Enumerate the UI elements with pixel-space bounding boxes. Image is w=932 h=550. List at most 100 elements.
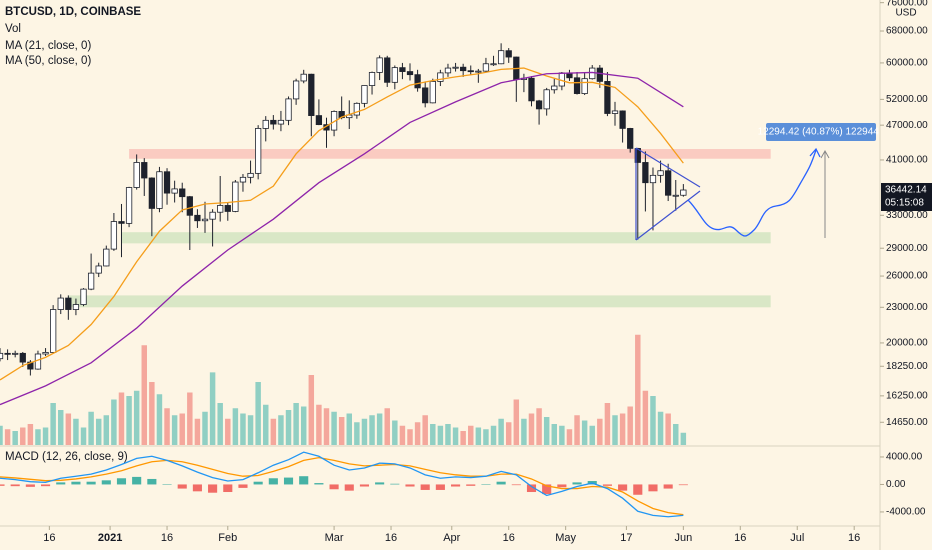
candle-body <box>171 188 178 194</box>
y-tick-label: 76000.00 <box>886 0 928 8</box>
volume-bar <box>194 418 201 445</box>
volume-bar <box>612 415 618 445</box>
candle-body <box>406 71 414 76</box>
candle-body <box>57 297 64 310</box>
candle-body <box>277 119 285 125</box>
volume-bar <box>407 429 413 445</box>
currency: USD <box>895 8 916 19</box>
volume-bar <box>635 334 641 445</box>
volume-bar <box>604 403 611 445</box>
volume-bar <box>247 415 254 445</box>
volume-bar <box>475 427 482 445</box>
candle-body <box>34 353 42 370</box>
candle-body <box>475 70 482 73</box>
histogram-bar <box>390 483 400 485</box>
y-tick-label: 33000.00 <box>886 210 928 221</box>
volume-bar <box>209 372 216 445</box>
candle-body <box>125 187 133 224</box>
triangle-lower <box>635 190 701 241</box>
volume-bar <box>369 415 375 445</box>
histogram-bar <box>177 484 187 489</box>
volume-bar <box>665 413 671 445</box>
x-tick-label: 16 <box>161 532 173 544</box>
y-tick-label: 41000.00 <box>886 155 928 166</box>
volume-bar <box>483 429 489 445</box>
candle-body <box>596 67 603 82</box>
x-tick-label: 16 <box>43 532 55 544</box>
volume-bar <box>680 432 687 445</box>
histogram-bar <box>268 478 278 485</box>
candle-body <box>444 67 452 74</box>
candle-body <box>201 218 209 222</box>
histogram-bar <box>420 484 430 490</box>
zones <box>68 149 771 308</box>
volume-bar <box>559 425 565 445</box>
volume-bar <box>232 408 239 445</box>
volume-bar <box>179 413 185 445</box>
histogram-bar <box>496 481 506 485</box>
volume-bar <box>657 411 664 445</box>
candle-body <box>65 297 72 310</box>
volume-bar <box>468 425 474 445</box>
candle-body <box>27 361 34 370</box>
volume-bar <box>597 418 603 445</box>
candle-body <box>672 194 679 197</box>
histogram-bar <box>283 477 294 485</box>
x-tick-label: 16 <box>848 532 860 544</box>
candle-body <box>156 171 163 209</box>
candle-body <box>604 81 611 114</box>
candle-body <box>422 87 429 104</box>
macd-y-tick-label: 4000.00 <box>886 452 923 463</box>
histogram-bar <box>511 484 521 486</box>
volume-bar <box>4 429 11 445</box>
volume-bar <box>255 382 261 445</box>
volume-bar <box>20 427 26 445</box>
volume-bar <box>460 431 466 445</box>
volume-bar <box>399 425 406 445</box>
volume-bar <box>133 390 140 445</box>
volume-bar <box>513 399 520 445</box>
last-price-box <box>881 183 932 212</box>
volume-bar <box>27 424 34 445</box>
y-tick-label: 16250.00 <box>886 390 928 401</box>
histogram-bar <box>648 484 658 492</box>
histogram-bar <box>435 484 445 490</box>
volume-bar <box>164 408 170 445</box>
y-tick-label: 18250.00 <box>886 361 928 372</box>
volume-bar <box>111 399 117 445</box>
histogram-bar <box>678 484 688 486</box>
candle-body <box>368 72 376 86</box>
volume-bar <box>521 418 527 445</box>
candle-body <box>19 352 26 363</box>
candle-body <box>4 352 11 355</box>
volume-bar <box>73 418 79 445</box>
x-tick-label: Jul <box>790 532 804 544</box>
histogram-bar <box>633 484 643 495</box>
histogram-bar <box>618 484 628 491</box>
candle-body <box>627 128 634 149</box>
y-tick-label: 23000.00 <box>886 302 928 313</box>
candle-body <box>103 248 110 267</box>
x-tick-label: 17 <box>620 532 632 544</box>
candle-body <box>573 77 581 94</box>
histogram-bar <box>86 481 96 485</box>
candle-body <box>361 85 368 104</box>
volume-bar <box>118 392 125 445</box>
histogram-bar <box>466 484 476 486</box>
histogram-bar <box>526 484 537 493</box>
candle-body <box>384 57 391 83</box>
macd-title: MACD (12, 26, close, 9) <box>5 451 128 463</box>
candle-body <box>528 77 535 102</box>
measure-label: 12294.42 (40.87%) 1229442 <box>758 127 885 138</box>
candle-body <box>42 352 49 355</box>
candle-body <box>292 80 300 100</box>
histogram-bar <box>405 484 415 487</box>
candle-body <box>0 352 4 360</box>
candle-body <box>482 63 490 72</box>
x-tick-label: Apr <box>443 532 460 544</box>
candle-body <box>179 188 186 198</box>
volume-bar <box>528 413 535 445</box>
histogram-bar <box>663 484 673 489</box>
histogram-bar <box>344 484 354 491</box>
candle-body <box>80 288 87 305</box>
